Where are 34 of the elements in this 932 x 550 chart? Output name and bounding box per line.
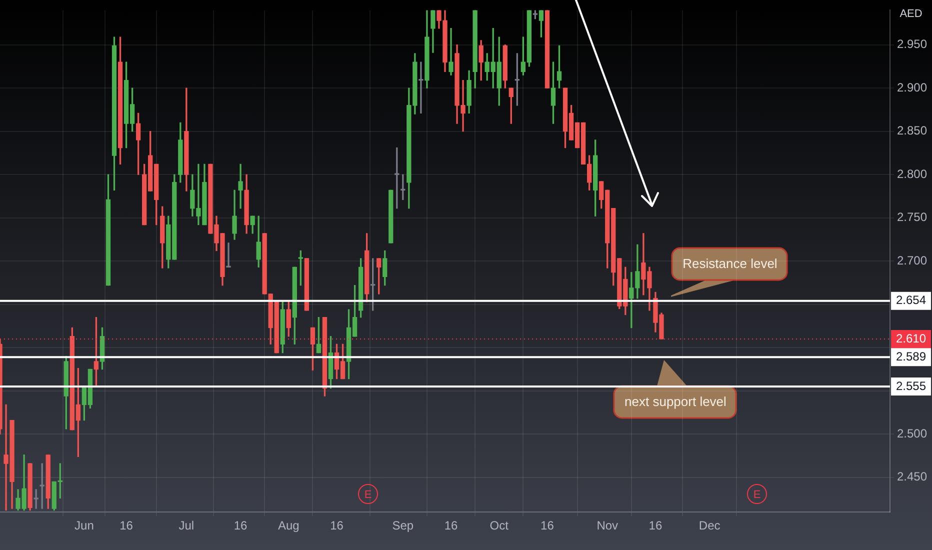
x-tick-label: Nov	[596, 518, 618, 533]
x-tick-label: 16	[330, 518, 344, 533]
ref-line-label: 2.555	[896, 378, 926, 393]
x-tick-label: Oct	[490, 518, 510, 533]
x-tick-label: Jul	[178, 518, 194, 533]
annotation: Resistance level	[671, 246, 788, 281]
x-tick-label: 16	[540, 518, 554, 533]
x-tick-label: 16	[444, 518, 458, 533]
circled-letter: E	[358, 484, 378, 504]
y-tick-label: 2.950	[897, 37, 928, 52]
x-tick-label: Dec	[698, 518, 720, 533]
x-tick-label: Jun	[74, 518, 94, 533]
y-tick-label: 2.800	[897, 166, 928, 181]
candlestick	[448, 28, 454, 76]
y-tick-label: 2.900	[897, 80, 928, 94]
ref-line-label: 2.654	[896, 293, 926, 308]
y-tick-label: 2.700	[897, 253, 928, 268]
y-tick-label: 2.850	[897, 124, 928, 138]
circled-letter: E	[747, 484, 767, 504]
ref-line-label: 2.589	[896, 349, 926, 364]
x-tick-label: 16	[234, 518, 248, 533]
ref-line-label: 2.610	[896, 331, 926, 346]
x-tick-label: Sep	[392, 518, 414, 533]
x-tick-label: 16	[120, 518, 134, 533]
candlestick	[418, 62, 424, 114]
candlestick	[238, 164, 243, 209]
annotation: next support level	[613, 385, 738, 420]
x-tick-label: 16	[648, 518, 662, 533]
y-axis-title: AED	[900, 8, 922, 20]
y-tick-label: 2.750	[897, 210, 928, 224]
y-tick-label: 2.450	[897, 470, 928, 484]
candlestick	[226, 242, 231, 268]
y-tick-label: 2.500	[897, 426, 928, 440]
x-tick-label: Aug	[278, 518, 300, 533]
